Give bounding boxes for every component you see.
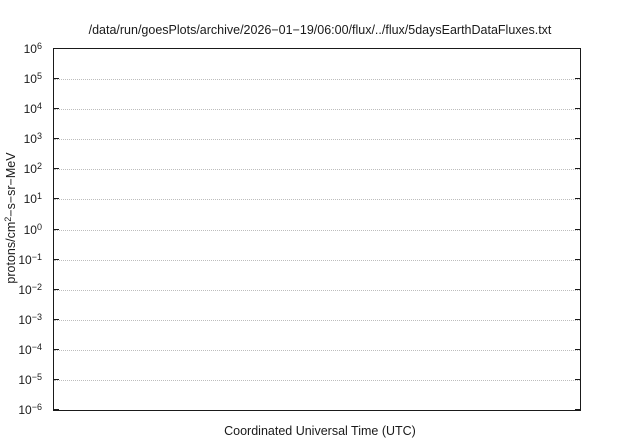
- y-tick: [575, 378, 580, 380]
- gridline: [54, 79, 580, 81]
- gridline: [54, 109, 580, 111]
- gridline: [54, 289, 580, 291]
- gridline: [54, 349, 580, 351]
- y-tick: [575, 168, 580, 170]
- x-axis-title: Coordinated Universal Time (UTC): [224, 424, 416, 438]
- y-tick: [575, 108, 580, 110]
- gridline: [54, 169, 580, 171]
- y-tick: [54, 168, 59, 170]
- y-tick-label: 103: [23, 131, 42, 147]
- y-tick: [54, 318, 59, 320]
- y-tick: [54, 409, 59, 410]
- y-tick: [54, 258, 59, 260]
- y-tick-label: 10−2: [18, 281, 42, 297]
- y-tick-label: 10−1: [18, 251, 42, 267]
- y-tick: [575, 318, 580, 320]
- gridline: [54, 139, 580, 141]
- y-tick: [54, 378, 59, 380]
- y-tick: [54, 108, 59, 110]
- gridline: [54, 199, 580, 201]
- y-tick: [575, 48, 580, 49]
- gridline: [54, 229, 580, 231]
- gridline: [54, 379, 580, 381]
- y-tick-label: 100: [23, 221, 42, 237]
- y-tick: [575, 228, 580, 230]
- y-axis-labels: 106 105 104 103 102 101 100 10−1 10−2 10−3 10−4 10−…: [0, 42, 48, 417]
- y-tick: [54, 228, 59, 230]
- y-tick: [575, 78, 580, 80]
- y-tick: [54, 348, 59, 350]
- gridline: [54, 259, 580, 261]
- gridline: [54, 319, 580, 321]
- y-tick: [575, 258, 580, 260]
- y-tick-label: 10−3: [18, 311, 42, 327]
- y-tick-label: 10−6: [18, 402, 42, 417]
- y-tick-label: 106: [23, 41, 42, 56]
- y-tick-label: 10−5: [18, 371, 42, 387]
- y-tick-label: 101: [23, 191, 42, 207]
- y-tick-label: 105: [23, 71, 42, 87]
- plot-area: [53, 48, 581, 411]
- y-tick: [575, 348, 580, 350]
- chart-title: /data/run/goesPlots/archive/2026−01−19/0…: [88, 23, 552, 37]
- y-tick: [54, 198, 59, 200]
- y-tick: [575, 198, 580, 200]
- y-tick: [54, 78, 59, 80]
- y-tick: [575, 138, 580, 140]
- y-tick: [575, 288, 580, 290]
- y-tick-label: 102: [23, 161, 42, 177]
- y-tick: [575, 409, 580, 410]
- y-tick: [54, 288, 59, 290]
- y-tick: [54, 138, 59, 140]
- y-tick-label: 104: [23, 101, 42, 117]
- y-tick-label: 10−4: [18, 341, 42, 357]
- y-tick: [54, 48, 59, 49]
